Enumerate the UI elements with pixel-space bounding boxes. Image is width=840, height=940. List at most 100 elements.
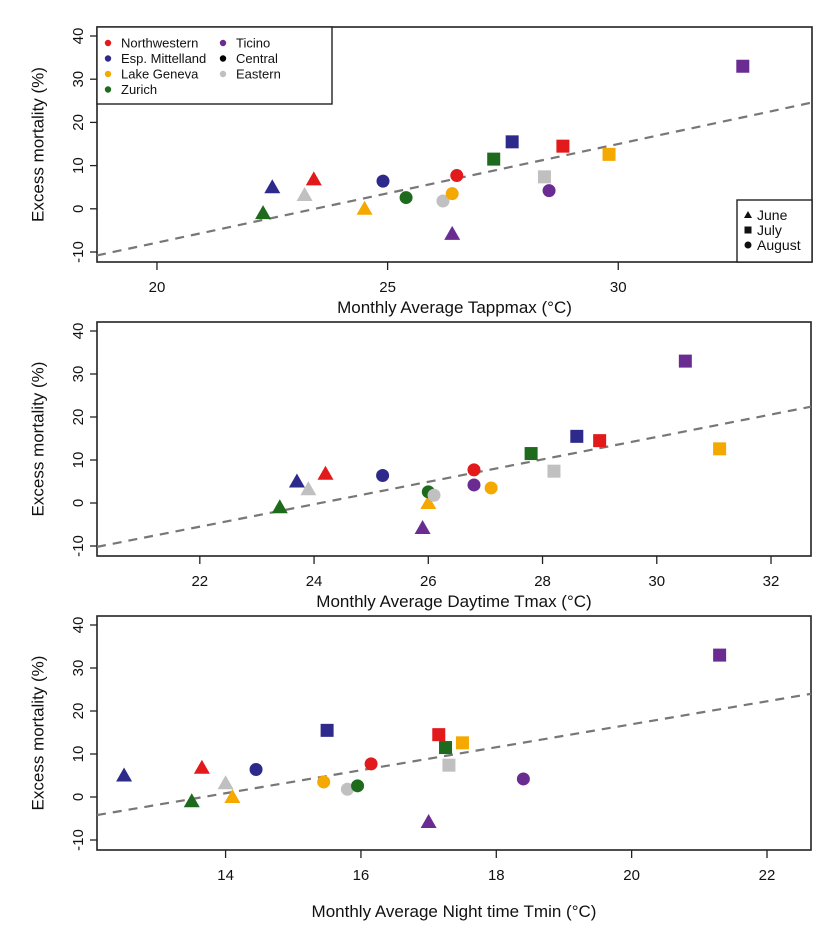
plot-frame — [96, 26, 813, 263]
point-ticino-july — [736, 59, 750, 73]
point-eastern-july — [547, 464, 561, 478]
point-northwestern-august — [467, 463, 481, 477]
y-axis-label: Excess mortality (%) — [28, 656, 47, 811]
point-lake-geneva-july — [455, 736, 469, 750]
x-tick-label: 26 — [420, 573, 437, 590]
y-tick-label: -10 — [70, 535, 87, 557]
month-legend-label-july: July — [757, 222, 782, 238]
y-tick-label: 0 — [70, 499, 87, 507]
panel-daytime-tmax: -10 0 10 20 30 40 Excess mortality (%) 22 24 26 28… — [28, 321, 812, 611]
trend-line — [96, 101, 813, 257]
legend-label-eastern: Eastern — [236, 67, 281, 82]
x-tick-label: 20 — [623, 867, 640, 884]
point-ticino-june — [420, 813, 437, 828]
legend-label-esp-mittelland: Esp. Mittelland — [121, 51, 206, 66]
x-tick-label: 30 — [648, 573, 665, 590]
point-ticino-june — [444, 225, 461, 240]
point-lake-geneva-june — [420, 495, 437, 509]
point-lake-geneva-august — [445, 187, 459, 201]
y-tick-label: 40 — [70, 617, 87, 634]
point-esp-mittelland-july — [505, 135, 519, 149]
x-tick-label: 25 — [379, 279, 396, 296]
x-tick-label: 30 — [610, 279, 627, 296]
y-tick-label: 10 — [70, 157, 87, 174]
point-northwestern-july — [556, 139, 570, 153]
point-northwestern-june — [193, 759, 210, 774]
x-tick-label: 22 — [191, 573, 208, 590]
point-zurich-july — [487, 152, 501, 166]
point-zurich-august — [399, 191, 413, 205]
point-ticino-august — [467, 478, 481, 492]
trend-line — [96, 405, 812, 548]
y-axis-label: Excess mortality (%) — [28, 362, 47, 517]
point-northwestern-august — [450, 169, 464, 183]
legend-dot-central — [219, 55, 227, 62]
x-tick-label: 28 — [534, 573, 551, 590]
x-tick-label: 14 — [217, 867, 234, 884]
point-eastern-june — [296, 186, 313, 201]
point-northwestern-august — [364, 757, 378, 771]
point-lake-geneva-july — [713, 442, 727, 456]
point-eastern-june — [217, 775, 234, 790]
legend-dot-lake-geneva — [104, 70, 112, 78]
point-ticino-july — [678, 354, 692, 368]
point-ticino-june — [414, 519, 431, 534]
x-tick-label: 32 — [763, 573, 780, 590]
point-esp-mittelland-june — [264, 179, 281, 194]
y-tick-label: 40 — [70, 28, 87, 45]
plot-frame — [96, 615, 812, 851]
point-ticino-august — [516, 772, 530, 786]
x-tick-label: 22 — [759, 867, 776, 884]
trend-line — [96, 692, 812, 817]
legend-dot-northwestern — [104, 39, 112, 47]
point-esp-mittelland-june — [116, 767, 133, 782]
point-northwestern-june — [305, 171, 322, 186]
point-eastern-august — [427, 488, 441, 502]
legend-label-lake-geneva: Lake Geneva — [121, 67, 199, 82]
legend-dot-ticino — [219, 39, 227, 47]
x-tick-label: 16 — [353, 867, 370, 884]
point-zurich-june — [183, 793, 200, 808]
legend-dot-eastern — [219, 70, 227, 78]
y-tick-label: 20 — [70, 114, 87, 131]
point-esp-mittelland-august — [376, 174, 390, 188]
point-lake-geneva-july — [602, 147, 616, 161]
point-northwestern-june — [317, 465, 334, 480]
x-tick-label: 20 — [149, 279, 166, 296]
point-lake-geneva-june — [224, 789, 241, 803]
x-axis-label: Monthly Average Night time Tmin (°C) — [312, 902, 597, 921]
y-tick-label: -10 — [70, 829, 87, 851]
point-esp-mittelland-june — [288, 473, 305, 488]
point-esp-mittelland-july — [570, 429, 584, 443]
point-eastern-june — [300, 481, 317, 496]
point-zurich-july — [524, 447, 538, 461]
plot-frame — [96, 321, 812, 557]
legend-label-ticino: Ticino — [236, 36, 270, 51]
panel-tappmax: -10 0 10 20 30 40 Excess mortality (%) 20 25 30 Mo… — [28, 26, 813, 317]
point-northwestern-july — [593, 434, 607, 448]
x-axis-label: Monthly Average Daytime Tmax (°C) — [316, 592, 591, 611]
y-tick-label: -10 — [70, 241, 87, 263]
point-ticino-august — [542, 184, 556, 198]
point-ticino-july — [713, 648, 727, 662]
month-legend-label-august: August — [757, 237, 801, 253]
point-eastern-august — [436, 194, 450, 208]
point-lake-geneva-june — [356, 200, 373, 215]
x-tick-label: 18 — [488, 867, 505, 884]
august-circle-icon — [744, 241, 752, 249]
legend-label-zurich: Zurich — [121, 82, 157, 97]
y-tick-label: 30 — [70, 71, 87, 88]
july-square-icon — [744, 226, 752, 234]
panel-nighttime-tmin: -10 0 10 20 30 40 Excess mortality (%) 14 16 18 20… — [28, 615, 812, 921]
point-eastern-august — [340, 782, 354, 796]
point-lake-geneva-august — [484, 481, 498, 495]
point-lake-geneva-august — [317, 775, 331, 789]
point-zurich-july — [439, 741, 453, 755]
x-axis-label: Monthly Average Tappmax (°C) — [337, 298, 572, 317]
legend-dot-esp-mittelland — [104, 55, 112, 62]
x-tick-label: 24 — [306, 573, 323, 590]
month-legend-label-june: June — [757, 207, 788, 223]
